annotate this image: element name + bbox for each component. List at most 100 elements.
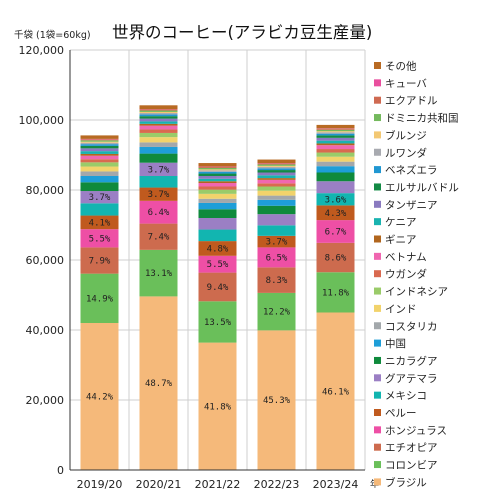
bar-segment [139,200,178,224]
bar-segment [80,155,119,160]
legend-swatch [374,131,381,139]
bar-segment [316,152,355,157]
bar-segment [80,323,119,470]
axes [69,50,365,471]
legend-swatch [374,374,381,382]
legend-label: コロンビア [385,460,438,472]
bar-segment [257,172,296,176]
y-tick-label: 40,000 [26,324,65,337]
legend-label: ニカラグア [385,354,438,367]
bar-segment [257,205,296,215]
data-label: 7.4% [148,233,170,243]
data-label: 4.8% [207,244,229,254]
legend-label: インドネシア [385,286,448,298]
bar-segment [198,176,237,179]
bar-segment [80,145,119,149]
data-label: 8.6% [325,254,347,264]
x-tick-label: 2020/21 [136,478,182,491]
bar-segment [80,247,119,274]
legend-swatch [374,322,381,330]
bar-segment [198,255,237,273]
bar-segment [316,137,355,141]
bar-segment [139,142,178,147]
bar-segment [316,135,355,138]
data-label: 13.1% [145,269,173,279]
bar-segment [257,164,296,166]
legend-swatch [374,114,381,122]
legend-swatch [374,62,381,69]
bar-segment [198,198,237,203]
y-tick-label: 120,000 [19,44,65,57]
bar-segment [257,165,296,167]
data-label: 6.4% [148,208,170,218]
bar-segment [139,110,178,112]
y-tick-label: 80,000 [26,184,65,197]
bar-segment [80,153,119,156]
bar-segment [80,229,119,248]
bar-segment [257,166,296,169]
x-axis-ticks: 2019/20 2020/21 2021/22 2022/23 2023/24 [77,478,359,491]
x-tick-label: 2021/22 [195,478,241,491]
data-label: 4.1% [89,218,111,228]
data-label: 13.5% [204,318,232,328]
legend-label: ルワンダ [385,146,427,159]
data-label: 46.1% [322,387,350,397]
bar-segment [139,187,178,201]
legend-swatch [374,148,381,156]
data-label: 5.5% [89,234,111,244]
legend-label: その他 [385,60,417,73]
y-tick-label: 20,000 [26,394,65,407]
legend-swatch [374,96,381,104]
legend-swatch [374,461,381,469]
bar-segment [80,162,119,167]
bar-segment [80,151,119,154]
bar-segment [316,133,355,136]
bar-segment [316,220,355,243]
bar-segment [80,148,119,152]
bar-segment [316,161,355,167]
bar-segment [139,223,178,250]
bar-segment [257,195,296,200]
bar-segment [198,272,237,302]
bar-segment [257,330,296,470]
bar-segment [198,209,237,218]
legend-label: コスタリカ [385,321,438,333]
legend-swatch [374,409,381,416]
data-label: 4.3% [325,209,347,219]
bar-segment [198,181,237,183]
bar-segment [139,153,178,163]
bar-segment [80,191,119,204]
y-tick-label: 0 [57,464,64,477]
y-axis-ticks: 0 20,000 40,000 60,000 80,000 100,000 120,000 [19,44,65,477]
bar-segment [139,114,178,117]
bar-segment [316,145,355,150]
legend-swatch [374,287,381,295]
bar-segment [316,312,355,470]
bar-segment [80,141,119,143]
bar-segment [198,218,237,230]
legend-swatch [374,235,381,243]
data-label: 12.2% [263,308,291,318]
bars: 44.2% 14.9% 7.9% 5.5% 4.1% 3.7% 48.7% 13.1% 7.4%… [80,105,355,470]
bar-segment [316,242,355,273]
data-label: 3.7% [266,238,288,248]
legend-label: ギニア [385,234,417,246]
bar-segment [257,214,296,226]
bar-segment [198,166,237,168]
legend-label: グアテマラ [385,372,438,385]
bar-segment [80,166,119,172]
bar-segment [257,168,296,171]
legend: その他キューバエクアドルドミニカ共和国ブルンジルワンダベネズエラエルサルバドルタ… [374,60,459,489]
bar-segment [80,135,119,139]
legend-swatch [374,252,381,260]
bar-segment [316,128,355,130]
bar-segment [80,140,119,142]
bar-segment [80,176,119,183]
bar-segment [139,113,178,115]
legend-label: インド [385,303,417,315]
legend-swatch [374,339,381,347]
bar-segment [257,163,296,165]
bar-segment [80,215,119,230]
legend-swatch [374,478,381,486]
bar-segment [139,132,178,138]
